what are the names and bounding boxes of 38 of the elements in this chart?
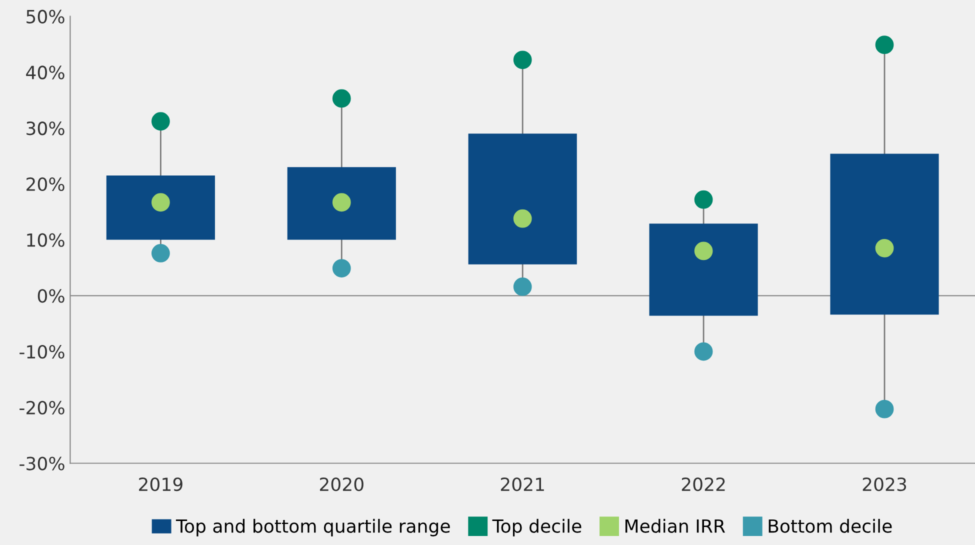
point	[151, 193, 170, 212]
legend-label: Bottom decile	[768, 518, 892, 533]
point	[694, 190, 713, 209]
y-tick-label: 50%	[26, 10, 64, 24]
point	[151, 112, 170, 131]
point	[513, 278, 532, 296]
bar	[830, 154, 939, 315]
point	[332, 259, 351, 278]
point	[875, 238, 894, 258]
legend-label: Top and bottom quartile range	[176, 518, 450, 536]
point	[875, 400, 894, 418]
y-tick-label: 40%	[26, 66, 64, 80]
point	[332, 193, 351, 212]
legend-label: Median IRR	[625, 518, 726, 533]
bar	[468, 134, 577, 264]
x-tick-label: 2022	[682, 477, 725, 492]
legend-label: Top decile	[492, 518, 582, 536]
point	[513, 50, 532, 70]
y-tick-label: -30%	[20, 456, 64, 470]
point	[513, 209, 532, 228]
point	[694, 342, 713, 361]
y-tick-label: 0%	[38, 289, 64, 303]
bar	[106, 176, 215, 240]
y-tick-label: -10%	[20, 344, 64, 359]
bar	[287, 167, 396, 240]
x-tick-label: 2021	[500, 477, 544, 492]
y-tick-label: 10%	[27, 233, 64, 247]
x-tick-label: 2023	[862, 477, 906, 492]
y-tick-label: 20%	[26, 177, 64, 192]
x-tick-label: 2019	[139, 477, 182, 492]
point	[151, 244, 170, 262]
point	[875, 36, 894, 54]
point	[332, 89, 351, 108]
y-tick-label: 30%	[26, 122, 64, 136]
bar	[649, 224, 758, 316]
point	[694, 242, 713, 260]
y-tick-label: -20%	[20, 400, 64, 415]
x-tick-label: 2020	[320, 477, 364, 492]
